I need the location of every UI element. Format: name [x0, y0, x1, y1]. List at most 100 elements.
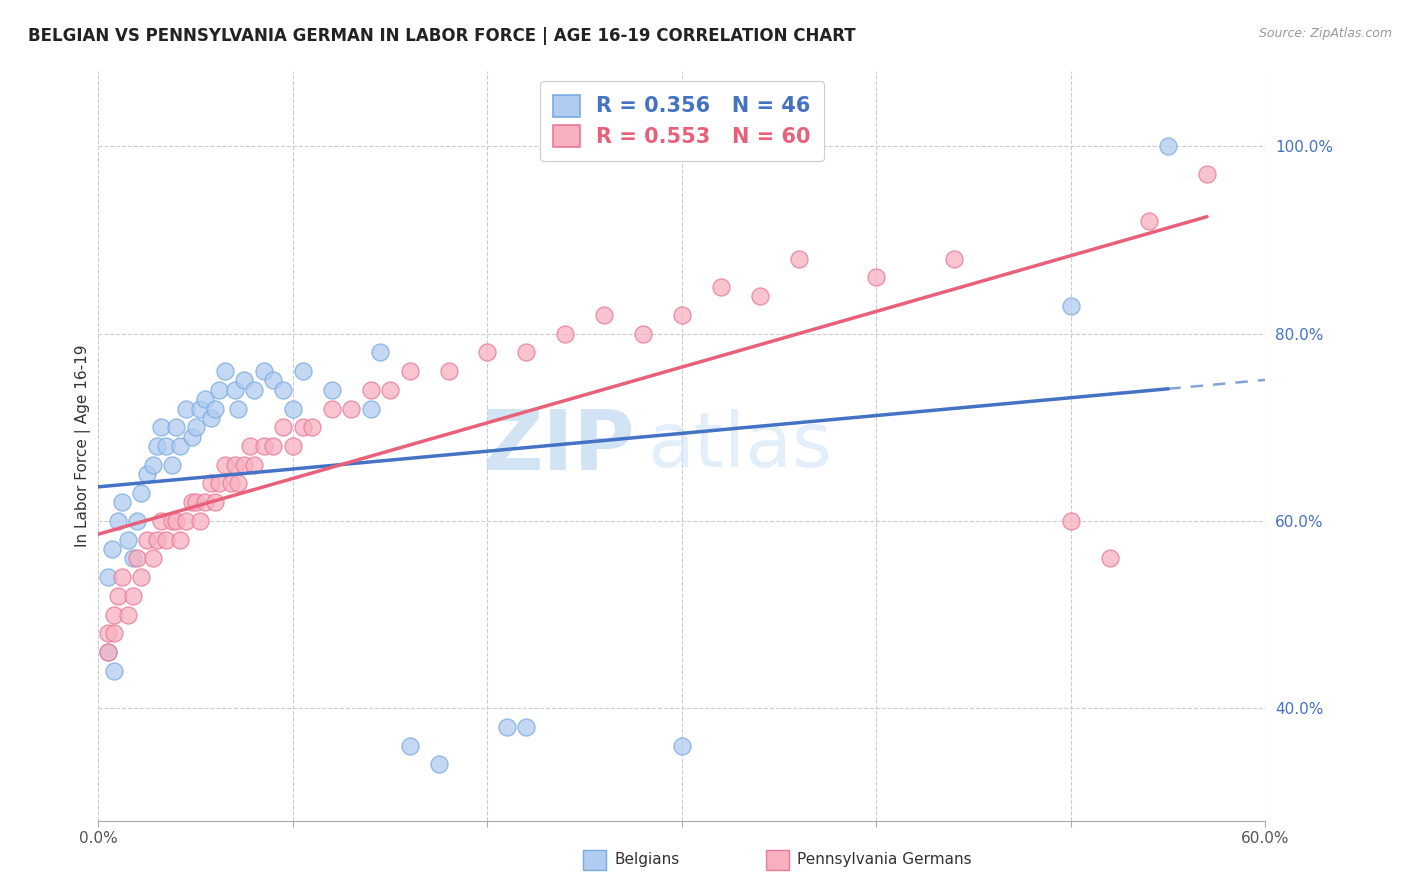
Point: [1060, 514, 1083, 528]
Text: Source: ZipAtlas.com: Source: ZipAtlas.com: [1258, 27, 1392, 40]
Point: [97, 645, 120, 659]
Point: [107, 589, 129, 603]
Point: [149, 420, 172, 434]
Point: [301, 420, 323, 434]
Point: [281, 401, 304, 416]
Point: [136, 533, 159, 547]
Point: [180, 430, 202, 444]
Point: [1060, 299, 1083, 313]
Point: [437, 364, 460, 378]
Point: [117, 533, 139, 547]
Point: [174, 514, 197, 528]
Point: [97, 626, 120, 640]
Point: [281, 439, 304, 453]
Point: [224, 458, 246, 472]
Point: [200, 476, 222, 491]
Point: [233, 374, 256, 388]
Point: [188, 514, 211, 528]
Point: [214, 458, 236, 472]
Point: [477, 345, 499, 359]
Point: [107, 514, 129, 528]
Point: [97, 570, 120, 584]
Point: [710, 280, 733, 294]
Point: [146, 533, 169, 547]
Point: [380, 383, 402, 397]
Point: [593, 308, 616, 322]
Point: [291, 420, 314, 434]
Point: [671, 739, 693, 753]
Point: [146, 439, 169, 453]
Y-axis label: In Labor Force | Age 16-19: In Labor Force | Age 16-19: [76, 344, 91, 548]
Point: [1157, 139, 1180, 153]
Point: [169, 533, 191, 547]
Point: [243, 458, 266, 472]
Point: [97, 645, 120, 659]
Point: [228, 476, 250, 491]
Text: ZIP: ZIP: [482, 406, 636, 486]
Point: [127, 514, 149, 528]
Point: [162, 458, 184, 472]
Point: [165, 514, 187, 528]
Point: [228, 401, 250, 416]
Point: [224, 383, 246, 397]
Point: [103, 607, 125, 622]
Point: [243, 383, 266, 397]
Point: [142, 551, 165, 566]
Point: [184, 495, 207, 509]
Point: [208, 476, 231, 491]
Point: [370, 345, 392, 359]
Point: [943, 252, 966, 266]
Point: [174, 401, 197, 416]
Point: [321, 383, 343, 397]
Point: [180, 495, 202, 509]
Point: [1195, 168, 1218, 182]
Point: [271, 383, 294, 397]
Point: [787, 252, 810, 266]
Point: [194, 392, 217, 407]
Text: Pennsylvania Germans: Pennsylvania Germans: [797, 853, 972, 867]
Point: [142, 458, 165, 472]
Point: [253, 439, 276, 453]
Point: [122, 551, 145, 566]
Point: [631, 326, 654, 341]
Bar: [766, 850, 789, 870]
Point: [188, 401, 211, 416]
Bar: [583, 850, 606, 870]
Point: [427, 757, 450, 772]
Point: [262, 374, 284, 388]
Legend: R = 0.356   N = 46, R = 0.553   N = 60: R = 0.356 N = 46, R = 0.553 N = 60: [540, 81, 824, 161]
Point: [103, 664, 125, 678]
Point: [155, 533, 177, 547]
Point: [865, 270, 887, 285]
Point: [194, 495, 217, 509]
Point: [117, 607, 139, 622]
Point: [214, 364, 236, 378]
Text: atlas: atlas: [647, 409, 832, 483]
Point: [136, 467, 159, 482]
Text: Belgians: Belgians: [614, 853, 679, 867]
Point: [204, 401, 226, 416]
Point: [360, 383, 382, 397]
Point: [122, 589, 145, 603]
Point: [129, 485, 152, 500]
Point: [515, 720, 537, 734]
Point: [165, 420, 187, 434]
Point: [233, 458, 256, 472]
Point: [515, 345, 537, 359]
Point: [239, 439, 262, 453]
Text: BELGIAN VS PENNSYLVANIA GERMAN IN LABOR FORCE | AGE 16-19 CORRELATION CHART: BELGIAN VS PENNSYLVANIA GERMAN IN LABOR …: [28, 27, 856, 45]
Point: [1137, 214, 1160, 228]
Point: [169, 439, 191, 453]
Point: [219, 476, 242, 491]
Point: [162, 514, 184, 528]
Point: [111, 570, 134, 584]
Point: [360, 401, 382, 416]
Point: [111, 495, 134, 509]
Point: [398, 364, 420, 378]
Point: [1098, 551, 1121, 566]
Point: [340, 401, 363, 416]
Point: [748, 289, 770, 303]
Point: [554, 326, 576, 341]
Point: [127, 551, 149, 566]
Point: [101, 542, 124, 557]
